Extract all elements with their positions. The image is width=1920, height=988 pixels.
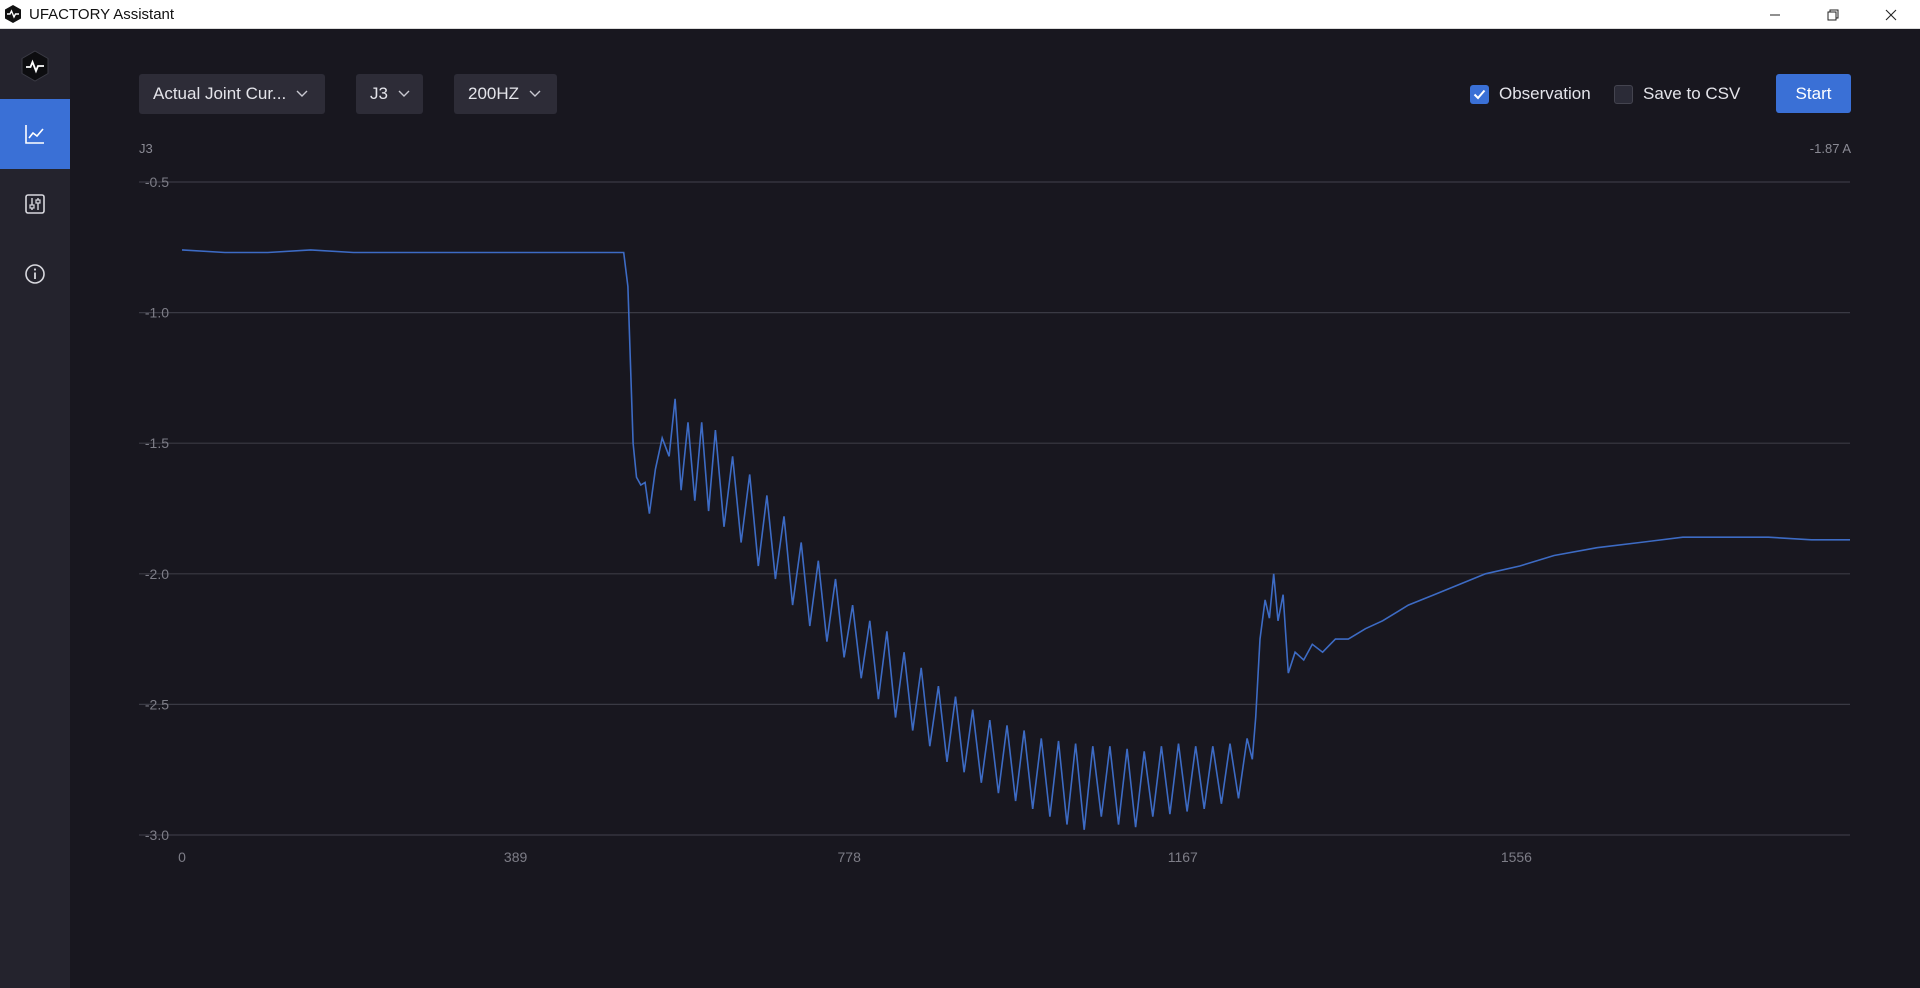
chevron-down-icon: [398, 90, 410, 98]
joint-select[interactable]: J3: [356, 74, 423, 114]
title-bar: UFACTORY Assistant: [0, 0, 1920, 29]
window-title: UFACTORY Assistant: [29, 5, 175, 23]
series-line-j3: [181, 249, 1850, 830]
chevron-down-icon: [529, 90, 541, 98]
y-tick-label: -3.0: [145, 827, 169, 843]
y-tick-label: -2.5: [145, 696, 169, 712]
y-tick-label: -0.5: [145, 174, 169, 190]
line-chart-icon: [25, 125, 44, 144]
restore-icon: [1827, 9, 1839, 20]
save-csv-label: Save to CSV: [1643, 84, 1741, 103]
restore-button[interactable]: [1804, 0, 1862, 29]
series-label: J3: [139, 141, 153, 156]
observation-checkbox[interactable]: [1470, 84, 1489, 104]
y-tick-label: -2.0: [145, 566, 169, 582]
sidebar-item-chart[interactable]: [0, 99, 70, 169]
joint-value: J3: [370, 84, 388, 103]
x-tick-label: 778: [838, 849, 862, 865]
sidebar-item-info[interactable]: [0, 239, 70, 309]
app-logo-icon: [3, 4, 23, 24]
observation-label: Observation: [1499, 84, 1591, 103]
close-button[interactable]: [1862, 0, 1920, 29]
x-tick-label: 0: [178, 849, 186, 865]
x-tick-label: 1556: [1501, 849, 1532, 865]
brand-logo-icon: [18, 49, 52, 83]
frequency-select[interactable]: 200HZ: [454, 74, 557, 114]
sidebar: [0, 29, 70, 988]
observation-toggle[interactable]: Observation: [1470, 80, 1591, 108]
start-button[interactable]: Start: [1776, 74, 1851, 113]
current-value-readout: -1.87 A: [1809, 141, 1851, 156]
y-tick-label: -1.0: [145, 305, 169, 321]
y-tick-label: -1.5: [145, 435, 169, 451]
frequency-value: 200HZ: [468, 84, 520, 103]
data-type-value: Actual Joint Cur...: [153, 84, 287, 103]
data-type-select[interactable]: Actual Joint Cur...: [139, 74, 325, 114]
minimize-button[interactable]: [1746, 0, 1804, 29]
chevron-down-icon: [296, 90, 308, 98]
x-tick-label: 1167: [1168, 849, 1198, 865]
info-icon: [25, 264, 45, 284]
close-icon: [1885, 9, 1897, 20]
checkmark-icon: [1473, 89, 1486, 99]
save-csv-checkbox[interactable]: [1614, 84, 1633, 104]
minimize-icon: [1770, 14, 1780, 15]
sidebar-item-settings[interactable]: [0, 169, 70, 239]
save-csv-toggle[interactable]: Save to CSV: [1614, 80, 1740, 108]
sliders-icon: [25, 194, 45, 214]
x-tick-label: 389: [504, 849, 528, 865]
